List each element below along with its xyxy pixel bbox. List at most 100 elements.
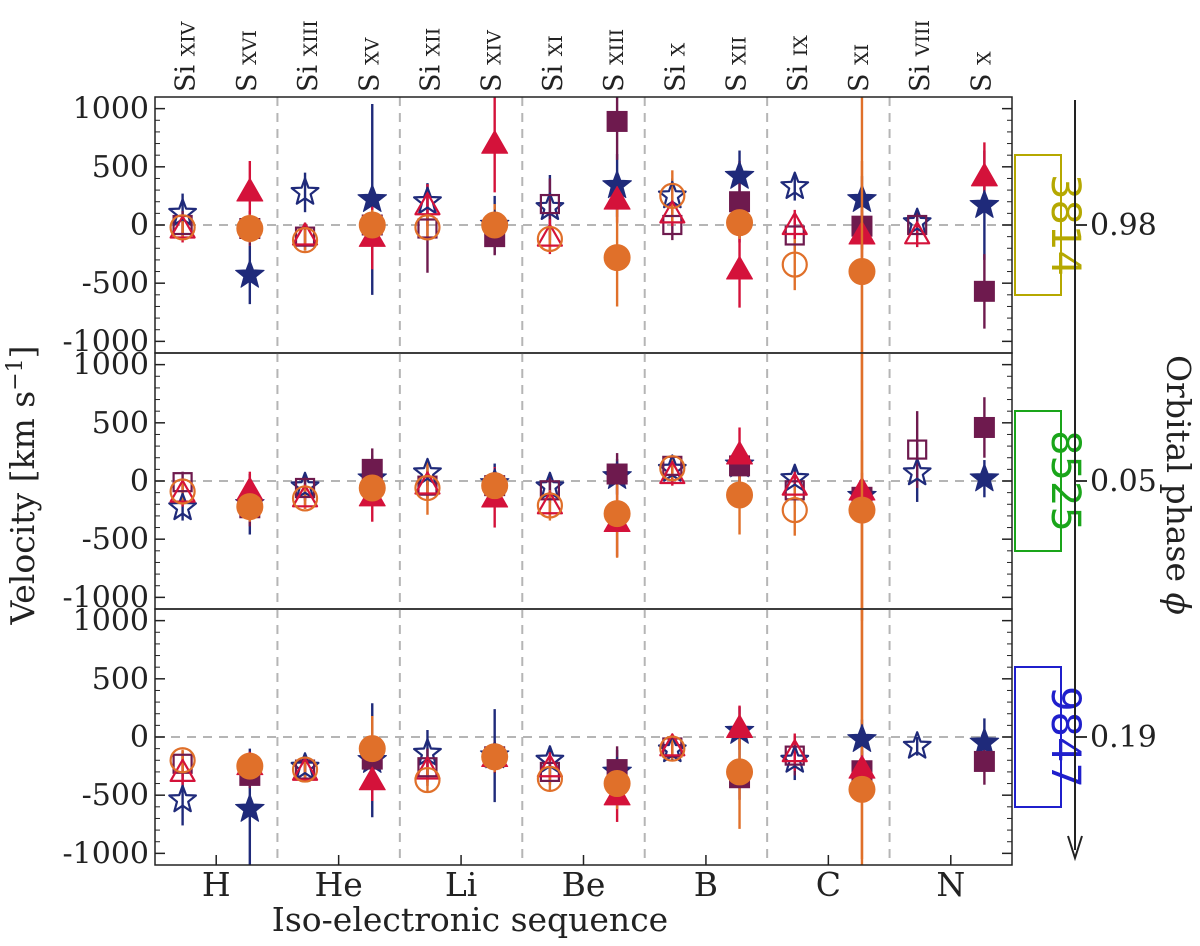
open-star-marker [413,186,442,215]
filled-square-marker [606,110,628,132]
open-star-marker [413,457,442,486]
open-triangle-marker [781,739,808,763]
ion-label-element: S [966,65,997,92]
ion-label-element: S [232,65,263,92]
ion-label-si-x: Si X [660,42,691,92]
filled-square-marker [973,280,995,302]
y-axis-label-unit-exponent: −1 [3,358,28,390]
open-square-marker [539,193,560,215]
ion-label-element: Si [660,56,691,92]
filled-triangle-marker [726,255,754,280]
phase-label: 0.05 [1090,464,1157,499]
open-triangle-marker [659,733,686,757]
phase-label: 0.19 [1090,720,1157,755]
ion-label-element: Si [905,56,936,92]
y-tick-label: -1000 [63,580,149,615]
ion-label-element: Si [293,56,324,92]
x-tick-label-he: He [314,865,362,904]
x-axis-label: Iso-electronic sequence [272,900,668,939]
filled-triangle-marker [603,185,631,210]
open-circle-marker [291,756,319,783]
filled-star-marker [847,723,877,752]
filled-star-marker [969,727,1000,756]
y-tick-label: 1000 [73,348,149,383]
ion-label-element: S [477,65,508,92]
open-circle-marker [659,455,686,482]
phase-axis-arrowhead [1067,835,1083,862]
ion-label-s-xiii: S XIII [599,29,630,92]
filled-square-marker [729,191,751,213]
filled-circle-marker [603,244,631,272]
filled-circle-marker [236,493,264,521]
open-star-marker [168,784,197,813]
data-markers [168,714,1000,822]
orbital-phase-axis-symbol: ϕ [1159,593,1198,616]
open-triangle-marker [291,222,319,246]
ion-label-stage: XV [361,37,383,65]
filled-circle-marker [603,770,631,798]
filled-triangle-marker [970,162,998,187]
ion-label-stage: XI [545,35,567,56]
orbital-phase-axis-label-text: Orbital phase [1159,355,1198,593]
x-tick-label-c: C [816,865,841,904]
ion-label-stage: VIII [912,20,934,57]
y-axis-label-end: ] [3,345,42,358]
open-square-marker [662,214,683,236]
open-circle-marker [659,735,686,762]
x-tick-label-n: N [936,865,965,904]
phase-label: 0.98 [1090,208,1157,243]
ion-label-stage: XI [851,44,873,65]
y-tick-label: -500 [82,266,149,301]
y-tick-label: 500 [92,406,149,441]
y-tick-label: -500 [82,778,149,813]
ion-label-si-xiv: Si XIV [171,21,202,92]
open-square-marker [784,225,805,246]
open-square-marker [294,477,316,499]
y-axis-label: Velocity [km s−1] [3,345,42,625]
ion-label-stage: XIII [300,20,322,56]
filled-star-marker [969,189,1000,218]
open-triangle-marker [781,211,808,236]
ion-label-s-xiv: S XIV [477,30,508,92]
open-star-marker [168,492,197,521]
open-circle-marker [291,485,319,512]
filled-circle-marker [236,214,264,242]
y-tick-label: -500 [82,522,149,557]
filled-triangle-marker [726,714,754,738]
filled-star-marker [969,463,1000,492]
open-triangle-marker [291,484,319,508]
filled-circle-marker [603,500,631,528]
open-triangle-marker [169,215,196,239]
filled-circle-marker [481,472,509,500]
open-circle-marker [169,214,196,241]
y-tick-label: -1000 [63,324,149,359]
open-triangle-marker [536,754,563,778]
obsid-box [1014,666,1062,808]
open-triangle-marker [781,472,808,496]
x-tick-labels: H He Li Be B C N [202,865,965,904]
filled-triangle-marker [358,766,386,791]
open-triangle-marker [904,221,931,245]
filled-circle-marker [358,735,386,763]
open-star-marker [780,171,810,199]
open-star-marker [902,731,932,759]
ion-label-element: Si [171,56,202,92]
open-circle-marker [781,496,808,524]
ion-label-s-x: S X [966,51,997,92]
open-circle-marker [536,225,563,253]
ion-label-stage: XVI [239,30,261,65]
ion-label-s-xi: S XI [844,44,875,92]
filled-star-marker [235,259,265,288]
open-triangle-marker [291,757,319,781]
ion-label-stage: IX [790,35,812,57]
obsid-box [1014,154,1062,296]
error-bars [181,97,986,621]
open-triangle-marker [169,479,196,503]
ion-label-element: Si [415,56,446,92]
filled-circle-marker [726,209,754,237]
filled-circle-marker [481,211,509,239]
open-triangle-marker [414,192,441,216]
